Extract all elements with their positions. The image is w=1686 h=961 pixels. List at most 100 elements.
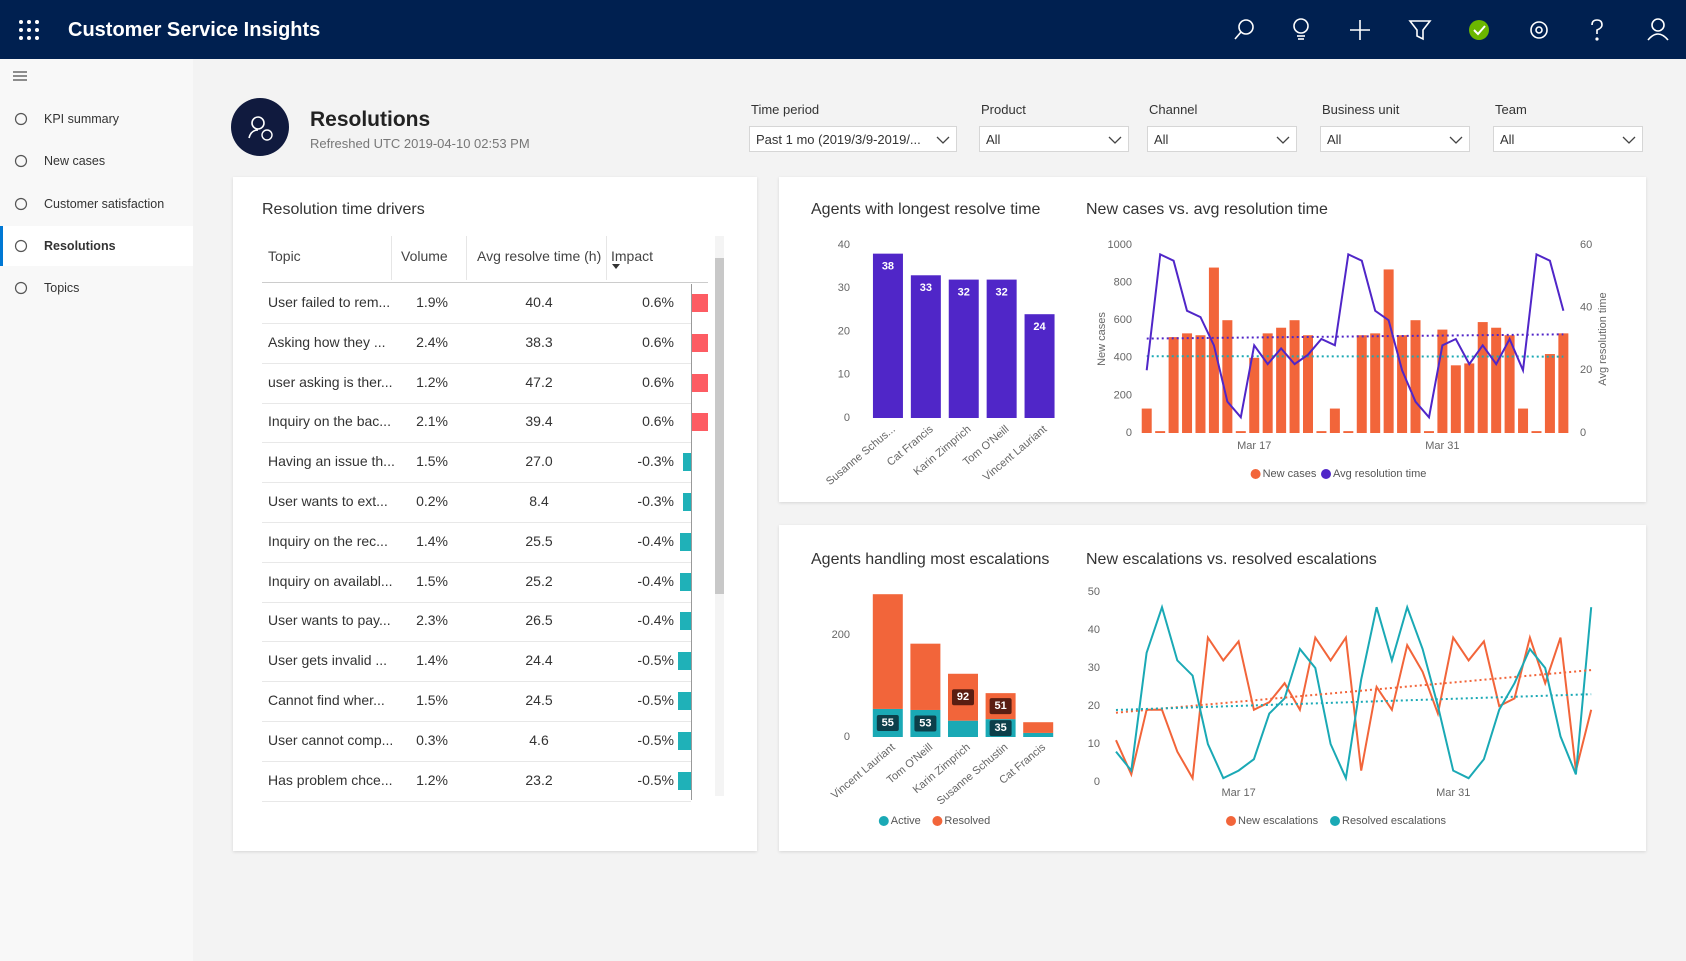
- volume-cell: 1.2%: [416, 373, 448, 390]
- chevron-path: [1276, 136, 1290, 144]
- filter-dropdown[interactable]: Past 1 mo (2019/3/9-2019/...: [749, 126, 957, 152]
- nav-icon-shape: [14, 239, 28, 252]
- volume-cell: 2.4%: [416, 333, 448, 350]
- avg-time-cell: 47.2: [525, 373, 553, 390]
- nav-icon-shape: [14, 155, 28, 168]
- header-rule: [262, 282, 708, 283]
- volume-cell: 0.3%: [416, 731, 448, 748]
- row-rule: [262, 561, 691, 563]
- nav-item[interactable]: Resolutions: [0, 225, 193, 266]
- menu-toggle[interactable]: [10, 67, 40, 87]
- account-icon[interactable]: [1647, 18, 1669, 41]
- column-header[interactable]: Avg resolve time (h): [477, 248, 602, 264]
- topic-cell: User wants to ext...: [268, 493, 388, 509]
- column-header[interactable]: Volume: [401, 248, 448, 264]
- nav-item[interactable]: KPI summary: [0, 99, 193, 139]
- row-rule: [262, 362, 691, 364]
- column-divider: [606, 236, 607, 280]
- avg-time-cell: 23.2: [525, 771, 553, 788]
- impact-cell: 0.6%: [642, 294, 674, 310]
- column-header[interactable]: Impact: [611, 248, 654, 264]
- settings-icon[interactable]: [1530, 21, 1548, 39]
- impact-cell: 0.6%: [642, 413, 674, 430]
- column-divider: [391, 236, 392, 280]
- filter-dropdown[interactable]: All: [979, 126, 1129, 152]
- filter-value: All: [1154, 132, 1169, 147]
- sidebar: KPI summary New cases Customer satisfactio…: [0, 59, 193, 961]
- avg-time-cell: 8.4: [529, 493, 549, 509]
- impact-bar: [682, 453, 691, 472]
- sort-indicator: [612, 264, 620, 269]
- avg-time-cell: 25.5: [525, 532, 553, 549]
- chevron: [1276, 136, 1290, 144]
- nav-label: Customer satisfaction: [44, 196, 165, 211]
- page-title: Resolutions: [310, 108, 431, 131]
- topic-cell: user asking is ther...: [268, 373, 393, 390]
- impact-bar: [692, 294, 709, 312]
- chevron-path: [1622, 136, 1636, 144]
- topic-cell: Having an issue th...: [268, 453, 395, 470]
- impact-bar: [692, 333, 709, 352]
- nav-icon: [14, 239, 28, 252]
- impact-cell: 0.6%: [642, 373, 674, 390]
- volume-cell: 2.1%: [416, 413, 448, 430]
- nav-item[interactable]: Topics: [0, 268, 193, 308]
- filter-value: Past 1 mo (2019/3/9-2019/...: [756, 132, 921, 147]
- nav-item[interactable]: Customer satisfaction: [0, 184, 193, 224]
- avg-time-cell: 27.0: [525, 453, 553, 470]
- chevron: [1622, 136, 1636, 144]
- impact-bar: [680, 572, 691, 591]
- chevron-path: [1449, 136, 1463, 144]
- nav-icon-shape: [14, 197, 28, 210]
- ideas-icon[interactable]: [1293, 18, 1309, 40]
- row-rule: [262, 402, 691, 404]
- table-title: Resolution time drivers: [262, 201, 425, 218]
- nav-icon: [14, 155, 28, 168]
- row-rule: [262, 601, 691, 603]
- filter-label: Product: [981, 102, 1026, 117]
- topic-cell: Cannot find wher...: [268, 692, 385, 708]
- row-rule: [262, 442, 691, 444]
- filter-dropdown[interactable]: All: [1320, 126, 1470, 152]
- volume-cell: 1.5%: [416, 453, 448, 470]
- nav-icon-shape: [14, 282, 28, 295]
- impact-cell: -0.3%: [637, 493, 674, 509]
- cases-card: [779, 177, 1646, 502]
- nav-label: Topics: [44, 281, 80, 296]
- nav-icon: [14, 197, 28, 210]
- chevron-path: [1108, 136, 1122, 144]
- chevron-path: [936, 136, 950, 144]
- impact-cell: -0.5%: [637, 731, 674, 748]
- nav-icon: [14, 112, 28, 126]
- scrollbar-thumb[interactable]: [715, 258, 724, 594]
- page-icon: [231, 98, 289, 156]
- volume-cell: 1.9%: [416, 294, 448, 310]
- avg-time-cell: 26.5: [525, 612, 553, 629]
- impact-cell: -0.4%: [637, 612, 674, 629]
- column-divider: [466, 236, 467, 280]
- avg-time-cell: 40.4: [525, 294, 553, 310]
- filter-dropdown[interactable]: All: [1493, 126, 1643, 152]
- impact-bar: [677, 652, 691, 671]
- filter-label: Business unit: [1322, 102, 1400, 117]
- filter-value: All: [986, 132, 1001, 147]
- row-rule: [262, 760, 691, 762]
- column-header[interactable]: Topic: [268, 248, 301, 264]
- volume-cell: 0.2%: [416, 493, 448, 509]
- nav-item[interactable]: New cases: [0, 141, 193, 181]
- help-icon[interactable]: [1591, 19, 1603, 41]
- nav-label: KPI summary: [44, 112, 120, 126]
- avg-time-cell: 25.2: [525, 572, 553, 589]
- filter-label: Time period: [751, 102, 820, 117]
- impact-bar: [677, 692, 691, 710]
- search-icon[interactable]: [1234, 19, 1254, 40]
- add-icon[interactable]: [1350, 20, 1370, 40]
- impact-bar: [677, 731, 691, 750]
- status-icon[interactable]: [1469, 20, 1489, 40]
- avg-time-cell: 24.5: [525, 692, 553, 708]
- app-launcher[interactable]: [19, 20, 39, 40]
- topic-cell: User gets invalid ...: [268, 652, 388, 669]
- filter-dropdown[interactable]: All: [1147, 126, 1297, 152]
- filter-icon[interactable]: [1408, 20, 1432, 41]
